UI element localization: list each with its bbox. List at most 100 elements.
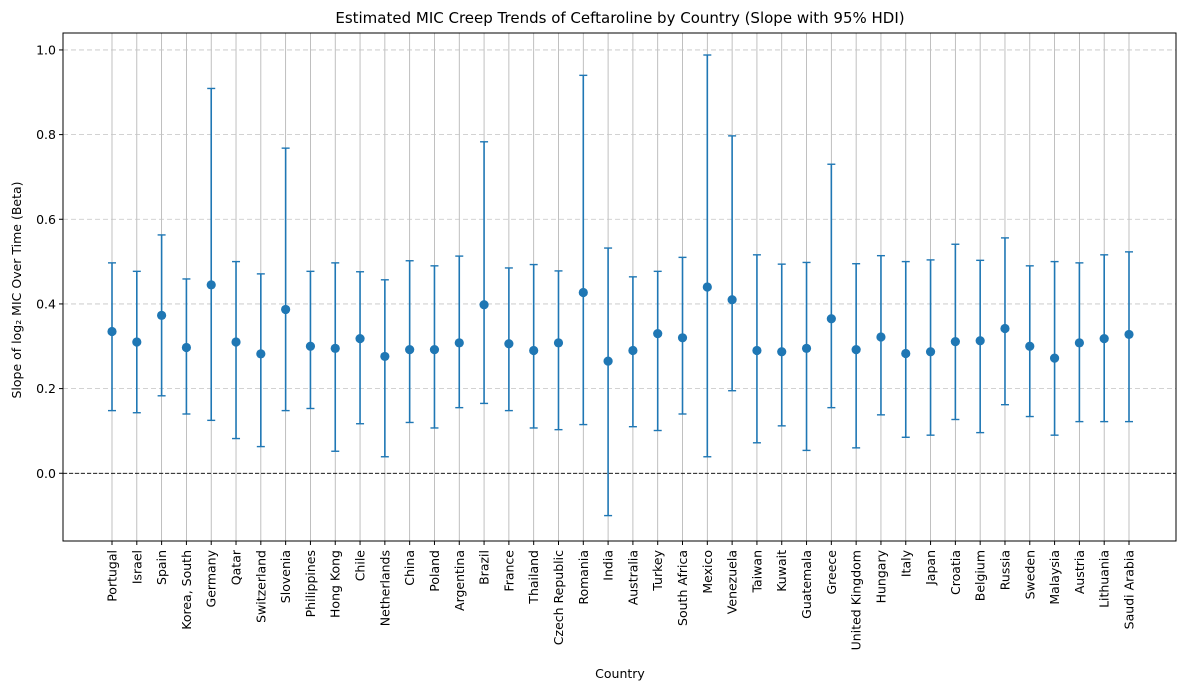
x-tick-label: Malaysia <box>1047 550 1062 605</box>
y-tick-label: 0.0 <box>36 466 56 481</box>
error-bars <box>108 54 1133 517</box>
data-point <box>950 337 960 347</box>
x-tick-label: Sweden <box>1022 550 1037 599</box>
x-tick-label: France <box>501 550 516 592</box>
x-tick-label: Turkey <box>650 549 665 591</box>
x-tick-label: China <box>402 550 417 586</box>
data-point <box>330 343 340 353</box>
x-axis-label: Country <box>595 666 645 681</box>
x-tick-label: Kuwait <box>774 550 789 592</box>
x-tick-label: Slovenia <box>278 550 293 603</box>
y-tick-label: 0.6 <box>36 212 56 227</box>
y-axis-label: Slope of log₂ MIC Over Time (Beta) <box>9 181 24 398</box>
x-tick-label: Korea, South <box>179 550 194 630</box>
data-point <box>305 341 316 351</box>
x-tick-label: Switzerland <box>253 550 268 623</box>
y-tick-label: 0.4 <box>36 296 56 311</box>
x-tick-label: Taiwan <box>749 550 764 594</box>
data-point <box>578 287 588 298</box>
data-point <box>975 336 985 346</box>
x-tick-label: Hong Kong <box>328 550 343 618</box>
data-point <box>1124 329 1134 340</box>
data-point <box>405 345 415 355</box>
data-point <box>1049 353 1060 363</box>
data-point <box>677 333 688 343</box>
x-tick-label: South Africa <box>675 550 690 626</box>
data-point <box>1000 323 1010 334</box>
data-point <box>752 345 762 356</box>
data-point <box>1099 334 1109 344</box>
data-point <box>107 326 117 337</box>
data-point <box>1074 338 1084 348</box>
x-tick-label: Romania <box>576 550 591 605</box>
data-point <box>925 347 936 357</box>
data-point <box>628 345 638 356</box>
x-tick-label: Portugal <box>105 550 120 602</box>
y-axis-ticks: 0.0 0.2 0.4 0.6 0.8 1.0 <box>36 42 63 481</box>
data-point <box>529 345 539 356</box>
data-point <box>851 345 861 355</box>
data-point <box>777 347 787 357</box>
x-tick-label: Belgium <box>973 550 988 601</box>
x-tick-label: Italy <box>898 549 913 577</box>
data-point <box>1025 341 1035 351</box>
data-point <box>157 310 167 320</box>
x-tick-label: Philippines <box>303 550 318 617</box>
x-tick-label: Japan <box>923 550 938 586</box>
x-tick-label: Austria <box>1072 550 1087 594</box>
x-tick-label: Saudi Arabia <box>1122 550 1137 629</box>
x-tick-label: India <box>601 550 616 581</box>
data-point <box>132 337 142 347</box>
x-axis-ticks: Portugal Israel Spain Korea, South Germany Qa… <box>105 541 1137 650</box>
x-tick-label: Germany <box>204 549 219 607</box>
x-tick-label: United Kingdom <box>849 550 864 650</box>
x-tick-label: Argentina <box>452 550 467 611</box>
data-point <box>206 280 216 290</box>
data-point <box>454 338 464 348</box>
data-point <box>653 328 663 339</box>
data-point <box>181 342 192 353</box>
x-tick-label: Mexico <box>700 550 715 594</box>
x-tick-label: Australia <box>625 550 640 605</box>
x-tick-label: Netherlands <box>377 550 392 626</box>
plot-frame <box>62 32 1177 542</box>
x-tick-label: Israel <box>129 550 144 584</box>
x-tick-label: Poland <box>427 550 442 592</box>
x-tick-label: Spain <box>154 550 169 585</box>
x-tick-label: Guatemala <box>799 550 814 619</box>
x-tick-label: Thailand <box>526 550 541 605</box>
data-point <box>479 300 489 310</box>
x-tick-label: Venezuela <box>725 550 740 614</box>
data-point <box>429 345 440 355</box>
x-tick-label: Chile <box>353 550 368 582</box>
chart-title: Estimated MIC Creep Trends of Ceftarolin… <box>335 9 904 27</box>
data-point <box>727 295 737 305</box>
x-tick-label: Greece <box>824 550 839 595</box>
x-tick-label: Qatar <box>229 549 244 585</box>
data-point <box>380 351 390 362</box>
y-tick-label: 0.8 <box>36 127 56 142</box>
x-tick-label: Lithuania <box>1097 550 1112 608</box>
data-point <box>231 337 241 347</box>
data-point <box>553 338 564 348</box>
y-tick-label: 1.0 <box>36 42 56 57</box>
data-point <box>826 314 836 324</box>
grid <box>63 33 1176 541</box>
data-point <box>901 348 911 359</box>
data-point <box>801 343 812 353</box>
y-tick-label: 0.2 <box>36 381 56 396</box>
data-point <box>504 339 514 349</box>
x-tick-label: Croatia <box>948 550 963 595</box>
x-tick-label: Russia <box>997 550 1012 590</box>
x-tick-label: Hungary <box>873 549 888 603</box>
data-point <box>281 304 291 315</box>
data-point <box>603 356 613 366</box>
data-point <box>702 282 712 292</box>
data-points <box>107 280 1134 366</box>
data-point <box>355 334 365 344</box>
x-tick-label: Brazil <box>477 550 492 585</box>
data-point <box>256 349 266 359</box>
x-tick-label: Czech Republic <box>551 550 566 645</box>
